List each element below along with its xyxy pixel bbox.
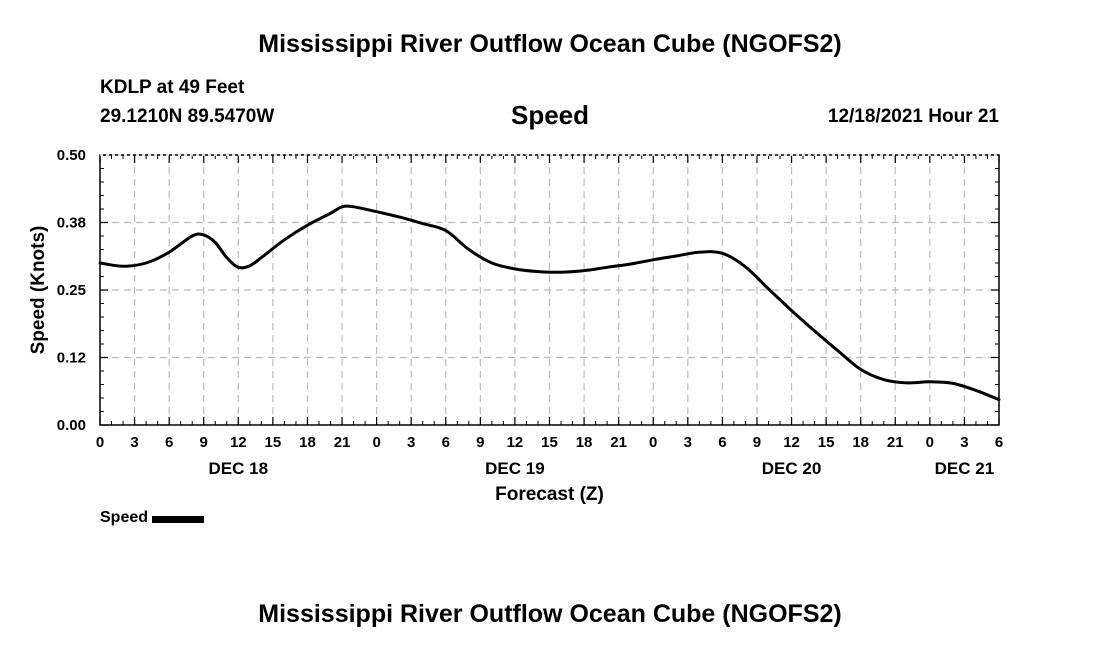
y-tick-label: 0.50: [57, 147, 86, 164]
station-name: KDLP at 49 Feet: [100, 77, 245, 98]
chart-subtitle: Speed: [510, 100, 590, 130]
legend-label: Speed: [100, 509, 149, 526]
x-tick-label: 12: [230, 434, 247, 451]
x-tick-label: 6: [442, 434, 450, 451]
x-tick-label: 9: [200, 434, 208, 451]
x-tick-label: 12: [783, 434, 800, 451]
x-tick-label: 6: [718, 434, 726, 451]
x-tick-label: 6: [995, 434, 1003, 451]
y-tick-label: 0.38: [57, 215, 86, 232]
x-axis-title: Forecast (Z): [495, 484, 604, 505]
x-tick-label: 3: [407, 434, 415, 451]
x-tick-label: 15: [541, 434, 558, 451]
x-tick-label: 12: [507, 434, 524, 451]
axis-ticks: [99, 154, 1000, 426]
station-coordinates: 29.1210N 89.5470W: [100, 106, 275, 127]
x-tick-label: 18: [576, 434, 593, 451]
x-tick-label: 3: [960, 434, 968, 451]
x-tick-label: 0: [372, 434, 380, 451]
speed-series-line: [98, 204, 1001, 402]
legend-swatch: [152, 516, 205, 523]
legend: Speed: [100, 509, 205, 527]
x-tick-label: 21: [610, 434, 627, 451]
x-tick-label: 0: [96, 434, 104, 451]
x-tick-label: 3: [130, 434, 138, 451]
axis-tick-labels: 0 3 6 9 12 15 18 21 0 3 6 9 12 15 18 21 0 3 6 9 12 15 18 21 0 3 6 0…: [57, 147, 1003, 478]
y-tick-label: 0.25: [57, 282, 86, 299]
y-tick-label: 0.12: [57, 350, 86, 367]
x-tick-label: 15: [818, 434, 835, 451]
x-tick-label: 9: [476, 434, 484, 451]
y-tick-label: 0.00: [57, 417, 86, 434]
x-tick-label: 18: [852, 434, 869, 451]
grid-lines: [100, 155, 999, 425]
x-tick-label: 15: [265, 434, 282, 451]
day-label: DEC 20: [762, 459, 822, 478]
page-title: Mississippi River Outflow Ocean Cube (NG…: [258, 30, 842, 58]
x-tick-label: 0: [926, 434, 934, 451]
x-tick-label: 9: [753, 434, 761, 451]
x-tick-label: 3: [684, 434, 692, 451]
y-axis-title: Speed (Knots): [28, 226, 49, 355]
page-title-repeat: Mississippi River Outflow Ocean Cube (NG…: [258, 600, 842, 628]
x-tick-label: 21: [334, 434, 351, 451]
x-tick-label: 21: [887, 434, 904, 451]
day-label: DEC 19: [485, 459, 545, 478]
x-tick-label: 18: [299, 434, 316, 451]
x-tick-label: 6: [165, 434, 173, 451]
forecast-datetime: 12/18/2021 Hour 21: [827, 106, 999, 127]
x-tick-label: 0: [649, 434, 657, 451]
day-label: DEC 21: [935, 459, 995, 478]
day-label: DEC 18: [209, 459, 269, 478]
series-layer: [98, 204, 1001, 402]
